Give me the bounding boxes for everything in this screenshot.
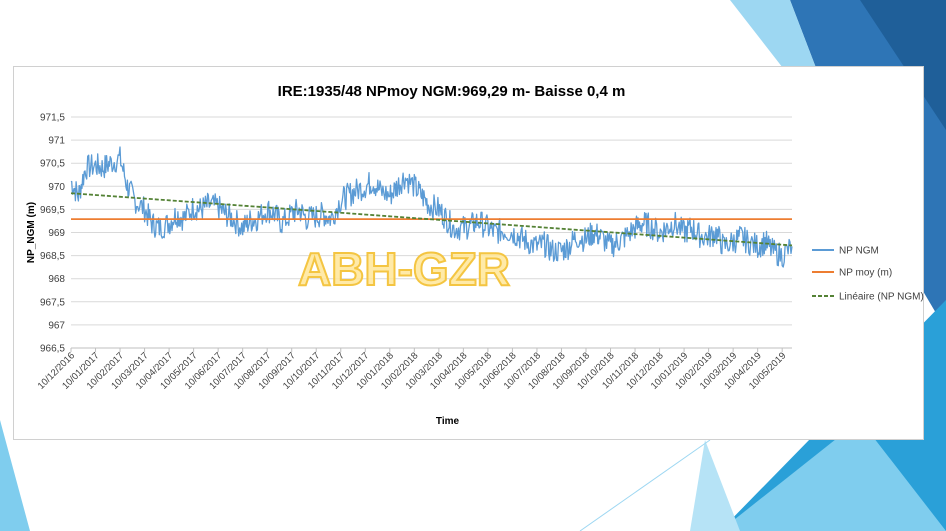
y-tick-label: 967,5 [40, 297, 65, 308]
legend-label: NP moy (m) [839, 268, 892, 279]
y-tick-label: 969,5 [40, 205, 65, 216]
y-tick-label: 966,5 [40, 344, 65, 355]
chart-title: IRE:1935/48 NPmoy NGM:969,29 m- Baisse 0… [278, 83, 626, 100]
chart-frame: IRE:1935/48 NPmoy NGM:969,29 m- Baisse 0… [13, 66, 924, 440]
series-trend-line [70, 192, 793, 247]
legend-label: Linéaire (NP NGM) [839, 292, 924, 303]
legend-label: NP NGM [839, 246, 879, 257]
series-np-ngm-line [70, 146, 793, 268]
top-right-light-shape [730, 0, 862, 188]
y-tick-label: 970 [48, 182, 65, 193]
watermark-text: ABH-GZR [298, 243, 510, 295]
y-tick-label: 969 [48, 228, 65, 239]
top-right-mid-shape [860, 0, 946, 130]
chart-svg: IRE:1935/48 NPmoy NGM:969,29 m- Baisse 0… [26, 83, 924, 427]
y-tick-label: 968 [48, 274, 65, 285]
left-edge-shape [0, 420, 30, 531]
x-axis-title: Time [436, 416, 460, 427]
y-axis-title: NP_NGM (m) [26, 202, 37, 263]
y-tick-label: 968,5 [40, 251, 65, 262]
decor-line [579, 439, 711, 531]
y-tick-label: 967 [48, 320, 65, 331]
y-tick-label: 971,5 [40, 113, 65, 124]
bottom-right-light-shape [720, 420, 946, 531]
bottom-right-strip [690, 440, 740, 531]
y-tick-label: 971 [48, 136, 65, 147]
y-tick-label: 970,5 [40, 159, 65, 170]
